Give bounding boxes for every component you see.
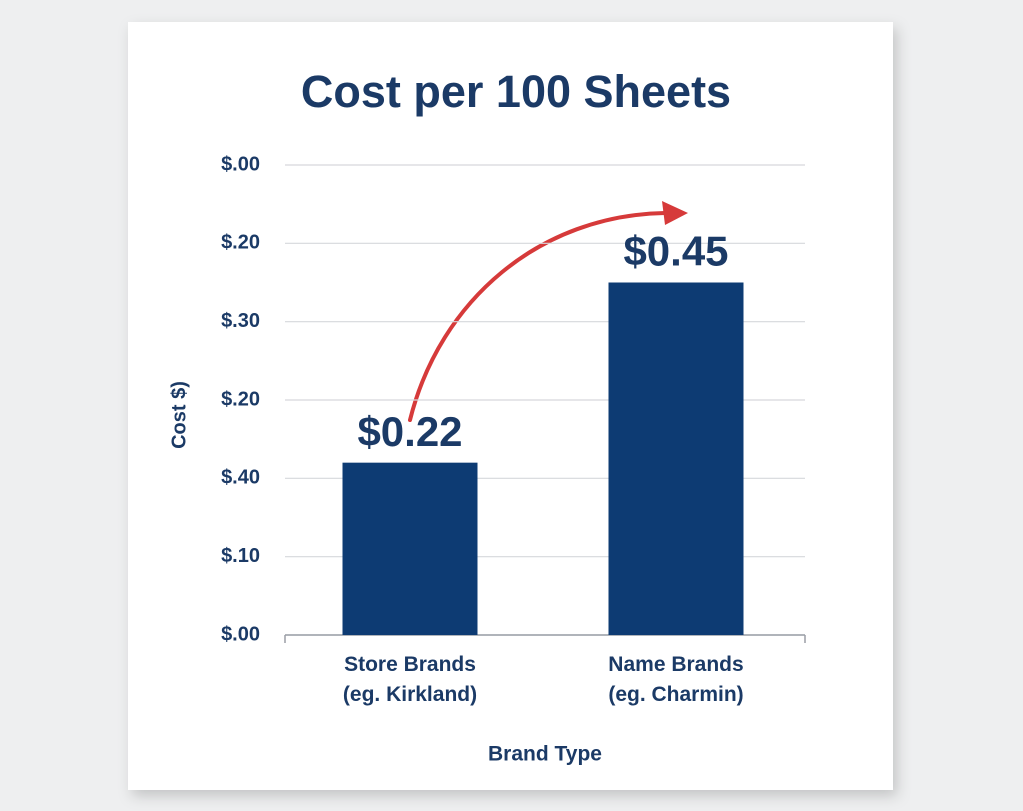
x-tick-label-line: (eg. Kirkland) — [343, 683, 477, 706]
data-label: $0.45 — [623, 228, 728, 275]
y-axis-label: Cost $) — [168, 381, 190, 449]
arrow-curve — [408, 211, 667, 422]
data-label: $0.22 — [357, 408, 462, 455]
bar — [608, 282, 744, 635]
x-tick-label: Name Brands (eg. Charmin) — [608, 653, 743, 706]
x-tick-label-line: Store Brands — [344, 653, 476, 676]
bar — [342, 462, 478, 635]
y-tick-label: $.20 — [221, 232, 260, 254]
chart-title: Cost per 100 Sheets — [301, 66, 731, 117]
y-tick-label: $.40 — [221, 467, 260, 489]
annotation-arrow — [408, 201, 688, 422]
y-tick-label: $.10 — [221, 545, 260, 567]
y-tick-label: $.00 — [221, 153, 260, 175]
x-tick-label: Store Brands (eg. Kirkland) — [343, 653, 477, 706]
y-tick-label: $.20 — [221, 388, 260, 410]
arrow-head — [662, 201, 688, 225]
x-tick-label-line: (eg. Charmin) — [608, 683, 743, 706]
card — [128, 22, 893, 790]
y-tick-label: $.00 — [221, 623, 260, 645]
y-tick-label: $.30 — [221, 310, 260, 332]
x-tick-label-line: Name Brands — [608, 653, 743, 676]
x-axis-label: Brand Type — [488, 743, 602, 766]
